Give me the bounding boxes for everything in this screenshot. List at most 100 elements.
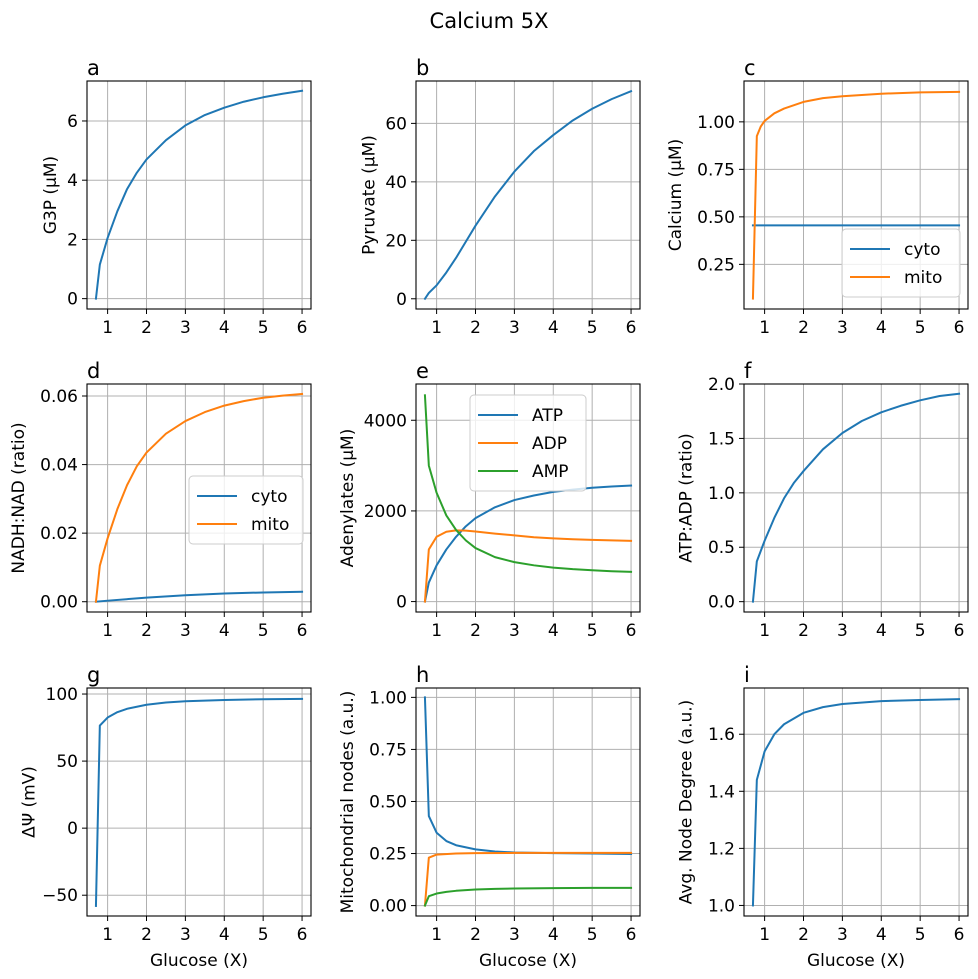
y-tick-label: 0 [396, 290, 407, 310]
x-tick-label: 3 [509, 925, 520, 945]
panel-title: e [416, 359, 429, 383]
y-tick-label: 4000 [364, 411, 407, 431]
legend-label: mito [904, 268, 942, 288]
y-axis-label: Calcium (µM) [666, 139, 686, 252]
x-tick-label: 1 [431, 925, 442, 945]
x-tick-label: 1 [759, 925, 770, 945]
legend: cyto mito [188, 475, 304, 545]
x-tick-label: 5 [915, 925, 926, 945]
y-tick-label: 0.00 [40, 593, 78, 613]
axes-frame [743, 687, 969, 917]
y-tick-label: 1.4 [708, 782, 735, 802]
x-tick-label: 3 [837, 318, 848, 338]
y-tick-label: 2 [67, 230, 78, 250]
x-tick-label: 6 [626, 318, 637, 338]
panel-g: 1 2 3 4 5 6 −50 0 50 100 g ΔΨ (mV) Glucose (X) [20, 663, 312, 971]
x-tick-label: 4 [219, 925, 230, 945]
y-tick-label: 1.0 [708, 896, 735, 916]
axes-frame [415, 687, 641, 917]
y-tick-label: 2000 [364, 502, 407, 522]
y-axis-label: Pyruvate (µM) [359, 135, 379, 255]
grid-lines [744, 383, 968, 612]
y-tick-label: 0.04 [40, 456, 78, 476]
x-axis-label: Glucose (X) [807, 951, 905, 971]
x-tick-label: 1 [431, 621, 442, 641]
y-tick-label: 0 [67, 290, 78, 310]
y-tick-label: 1.00 [369, 688, 407, 708]
x-tick-label: 1 [102, 925, 113, 945]
series-line-mito [94, 392, 304, 603]
suptitle: Calcium 5X [430, 9, 549, 33]
x-axis-label: Glucose (X) [150, 951, 248, 971]
x-tick-label: 6 [954, 318, 965, 338]
x-tick-label: 5 [915, 318, 926, 338]
y-tick-label: 0.75 [369, 740, 407, 760]
x-tick-label: 5 [587, 621, 598, 641]
axes-frame [86, 687, 312, 917]
x-tick-label: 3 [180, 318, 191, 338]
panel-title: g [87, 663, 100, 687]
series-group [94, 392, 304, 603]
series-line-mito [751, 90, 961, 300]
x-tick-label: 1 [759, 318, 770, 338]
y-tick-label: 0.75 [697, 160, 735, 180]
x-tick-label: 6 [297, 621, 308, 641]
y-tick-label: 0.0 [708, 593, 735, 613]
x-tick-label: 4 [876, 318, 887, 338]
x-tick-label: 4 [219, 318, 230, 338]
x-tick-label: 2 [798, 318, 809, 338]
panel-title: a [87, 56, 100, 80]
y-tick-label: 1.6 [708, 725, 735, 745]
panel-title: h [416, 663, 429, 687]
grid-lines [744, 688, 968, 916]
panel-e: 1 2 3 4 5 6 0 2000 4000 e Adenylates (µM) ATP ADP AMP [338, 359, 641, 641]
y-tick-label: 6 [67, 112, 78, 132]
y-tick-label: 1.2 [708, 839, 735, 859]
axes-frame [415, 80, 641, 310]
legend: ATP ADP AMP [469, 394, 587, 492]
y-axis-label: Mitochondrial nodes (a.u.) [338, 691, 358, 914]
y-axis-label: ΔΨ (mV) [20, 766, 40, 838]
panel-title: f [744, 359, 752, 383]
y-tick-label: 20 [385, 231, 407, 251]
panel-c: 1 2 3 4 5 6 0.25 0.50 0.75 1.00 c Calcium (µM) cyto m… [666, 56, 969, 338]
legend-frame [188, 475, 304, 545]
series-line-avg-node-degree [751, 698, 961, 907]
series-line-cyto [94, 590, 304, 603]
x-tick-label: 3 [180, 925, 191, 945]
grid-lines [416, 81, 640, 309]
legend: cyto mito [841, 228, 961, 298]
series-line-pyruvate [423, 89, 633, 301]
x-axis-label: Glucose (X) [479, 951, 577, 971]
panel-f: 1 2 3 4 5 6 0.0 0.5 1.0 1.5 2.0 f ATP:ADP (ratio) [677, 359, 969, 641]
y-tick-label: 0.06 [40, 387, 78, 407]
panel-h: 1 2 3 4 5 6 0.00 0.25 0.50 0.75 1.00 h Mitochondrial… [338, 663, 641, 971]
panel-title: c [744, 56, 756, 80]
y-tick-label: 0 [396, 593, 407, 613]
y-tick-label: 50 [56, 752, 78, 772]
x-tick-label: 2 [141, 925, 152, 945]
y-tick-label: 0 [67, 819, 78, 839]
legend-label: mito [251, 515, 289, 535]
panel-a: 1 2 3 4 5 6 0 2 4 6 a G3P (µM) [41, 56, 312, 338]
legend-label: ATP [532, 406, 563, 426]
axes-frame [743, 80, 969, 310]
y-axis-label: G3P (µM) [41, 156, 61, 234]
y-tick-label: −50 [42, 886, 78, 906]
series-group [751, 392, 961, 603]
x-tick-label: 3 [509, 318, 520, 338]
axes-frame [86, 383, 312, 613]
series-group [751, 90, 961, 300]
y-tick-label: 40 [385, 173, 407, 193]
series-group [423, 89, 633, 301]
x-tick-label: 3 [509, 621, 520, 641]
panel-title: i [744, 663, 750, 687]
x-tick-label: 2 [798, 621, 809, 641]
y-tick-label: 0.5 [708, 538, 735, 558]
x-tick-label: 2 [141, 318, 152, 338]
y-tick-label: 0.50 [697, 208, 735, 228]
x-tick-label: 1 [759, 621, 770, 641]
x-tick-label: 5 [587, 318, 598, 338]
x-tick-label: 5 [915, 621, 926, 641]
